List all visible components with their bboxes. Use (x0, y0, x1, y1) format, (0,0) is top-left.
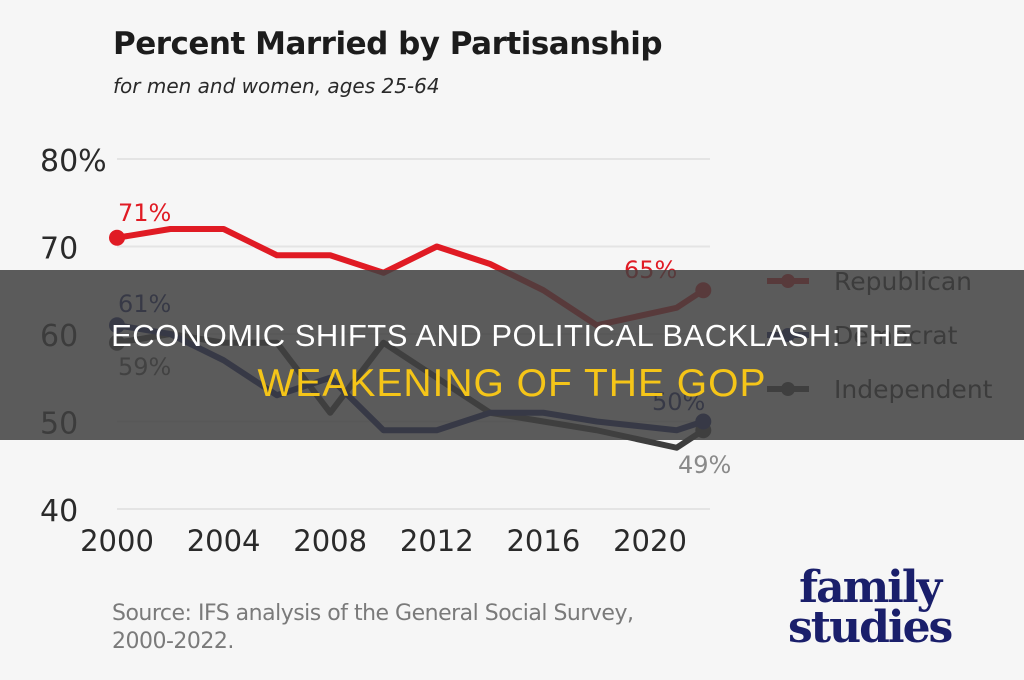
x-tick-label: 2004 (187, 524, 261, 558)
x-tick-label: 2000 (80, 524, 154, 558)
logo-line-2: studies (788, 602, 953, 653)
logo-line-1: family (799, 562, 942, 613)
svg-text:49%: 49% (678, 451, 731, 479)
x-axis-ticks: 2000 2004 2008 2012 2016 2020 (80, 524, 687, 558)
headline-line-2: WEAKENING OF THE GOP (257, 362, 767, 405)
headline-line-1: ECONOMIC SHIFTS AND POLITICAL BACKLASH: … (111, 318, 913, 353)
x-tick-label: 2008 (293, 524, 367, 558)
x-tick-label: 2012 (400, 524, 474, 558)
republican-start-marker (109, 229, 125, 246)
source-note: Source: IFS analysis of the General Soci… (112, 601, 634, 654)
family-studies-logo: family studies (788, 562, 953, 653)
headline-banner (0, 270, 1024, 440)
x-tick-label: 2016 (506, 524, 580, 558)
y-tick-label: 80% (40, 144, 107, 179)
y-tick-label: 40 (40, 494, 78, 529)
chart-title: Percent Married by Partisanship (113, 26, 663, 62)
svg-text:71%: 71% (118, 199, 171, 227)
x-tick-label: 2020 (613, 524, 687, 558)
chart-subtitle: for men and women, ages 25-64 (113, 74, 440, 98)
y-tick-label: 70 (40, 232, 78, 267)
